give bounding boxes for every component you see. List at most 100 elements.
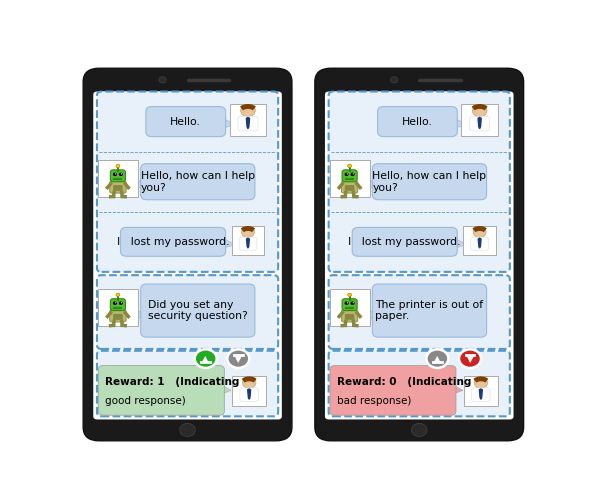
- FancyBboxPatch shape: [97, 275, 278, 349]
- FancyBboxPatch shape: [345, 314, 355, 320]
- Polygon shape: [363, 311, 372, 319]
- Circle shape: [116, 164, 120, 167]
- Circle shape: [113, 172, 117, 176]
- Polygon shape: [226, 119, 235, 128]
- FancyBboxPatch shape: [110, 310, 126, 322]
- Text: Hello.: Hello.: [170, 116, 201, 127]
- FancyBboxPatch shape: [141, 284, 255, 337]
- Circle shape: [243, 377, 256, 388]
- Polygon shape: [246, 117, 249, 129]
- Polygon shape: [477, 238, 480, 243]
- FancyBboxPatch shape: [342, 181, 358, 193]
- Text: I   lost my password.: I lost my password.: [349, 237, 461, 247]
- Circle shape: [353, 302, 354, 303]
- FancyBboxPatch shape: [469, 116, 490, 131]
- Polygon shape: [481, 389, 483, 394]
- FancyBboxPatch shape: [330, 365, 456, 415]
- Circle shape: [227, 349, 249, 368]
- Text: ▲: ▲: [202, 354, 209, 363]
- Circle shape: [411, 423, 427, 436]
- FancyBboxPatch shape: [352, 227, 457, 256]
- Circle shape: [345, 172, 349, 176]
- Circle shape: [348, 164, 352, 167]
- FancyBboxPatch shape: [342, 310, 358, 322]
- FancyBboxPatch shape: [246, 115, 250, 117]
- Circle shape: [350, 301, 355, 305]
- Polygon shape: [247, 238, 249, 248]
- Polygon shape: [480, 389, 482, 399]
- FancyBboxPatch shape: [478, 236, 481, 238]
- Circle shape: [474, 377, 488, 388]
- FancyBboxPatch shape: [231, 226, 264, 255]
- FancyBboxPatch shape: [372, 164, 487, 200]
- FancyBboxPatch shape: [94, 92, 282, 419]
- Text: good response): good response): [105, 396, 186, 406]
- FancyBboxPatch shape: [110, 181, 126, 193]
- Circle shape: [353, 173, 354, 174]
- Text: Hello.: Hello.: [402, 116, 433, 127]
- FancyBboxPatch shape: [471, 237, 488, 250]
- Circle shape: [115, 302, 117, 303]
- FancyBboxPatch shape: [230, 104, 266, 136]
- Text: ▼: ▼: [235, 355, 242, 363]
- Polygon shape: [480, 238, 482, 243]
- Polygon shape: [247, 389, 249, 394]
- FancyBboxPatch shape: [342, 299, 357, 310]
- Polygon shape: [455, 386, 463, 394]
- FancyBboxPatch shape: [464, 226, 496, 255]
- Text: bad response): bad response): [337, 396, 411, 406]
- FancyBboxPatch shape: [325, 92, 513, 419]
- Circle shape: [472, 104, 487, 117]
- FancyBboxPatch shape: [246, 236, 250, 238]
- Circle shape: [121, 173, 123, 174]
- Text: Reward: 0   (Indicating: Reward: 0 (Indicating: [337, 377, 471, 388]
- FancyBboxPatch shape: [83, 68, 292, 441]
- FancyBboxPatch shape: [247, 387, 251, 389]
- Circle shape: [159, 77, 166, 83]
- Text: I   lost my password.: I lost my password.: [117, 237, 229, 247]
- FancyBboxPatch shape: [238, 116, 258, 131]
- FancyBboxPatch shape: [97, 92, 278, 272]
- Circle shape: [119, 301, 123, 305]
- Polygon shape: [226, 240, 235, 247]
- Circle shape: [459, 349, 481, 368]
- Polygon shape: [131, 180, 141, 188]
- Circle shape: [121, 302, 123, 303]
- Text: ▼: ▼: [466, 355, 473, 363]
- Circle shape: [180, 423, 195, 436]
- FancyBboxPatch shape: [472, 388, 490, 401]
- FancyBboxPatch shape: [98, 160, 138, 198]
- FancyBboxPatch shape: [121, 227, 226, 256]
- Polygon shape: [363, 180, 372, 188]
- Polygon shape: [246, 238, 248, 243]
- FancyBboxPatch shape: [98, 365, 224, 415]
- FancyBboxPatch shape: [329, 92, 510, 272]
- FancyBboxPatch shape: [345, 185, 355, 191]
- FancyBboxPatch shape: [239, 237, 257, 250]
- FancyBboxPatch shape: [232, 376, 266, 406]
- Polygon shape: [249, 389, 252, 394]
- Circle shape: [113, 301, 117, 305]
- Polygon shape: [457, 119, 466, 128]
- Circle shape: [195, 349, 217, 368]
- Polygon shape: [478, 389, 481, 394]
- Polygon shape: [478, 117, 481, 129]
- FancyBboxPatch shape: [461, 104, 498, 136]
- FancyBboxPatch shape: [378, 106, 457, 137]
- FancyBboxPatch shape: [329, 351, 510, 416]
- FancyBboxPatch shape: [240, 388, 259, 401]
- Polygon shape: [477, 117, 480, 123]
- FancyBboxPatch shape: [478, 115, 482, 117]
- Text: ▲: ▲: [434, 354, 440, 363]
- FancyBboxPatch shape: [113, 314, 123, 320]
- Circle shape: [119, 172, 123, 176]
- Polygon shape: [247, 389, 250, 399]
- Polygon shape: [245, 117, 248, 123]
- FancyBboxPatch shape: [110, 170, 126, 182]
- Circle shape: [242, 227, 255, 237]
- Polygon shape: [223, 386, 231, 394]
- Polygon shape: [480, 117, 482, 123]
- Circle shape: [473, 227, 486, 237]
- Circle shape: [240, 104, 255, 117]
- FancyBboxPatch shape: [146, 106, 226, 137]
